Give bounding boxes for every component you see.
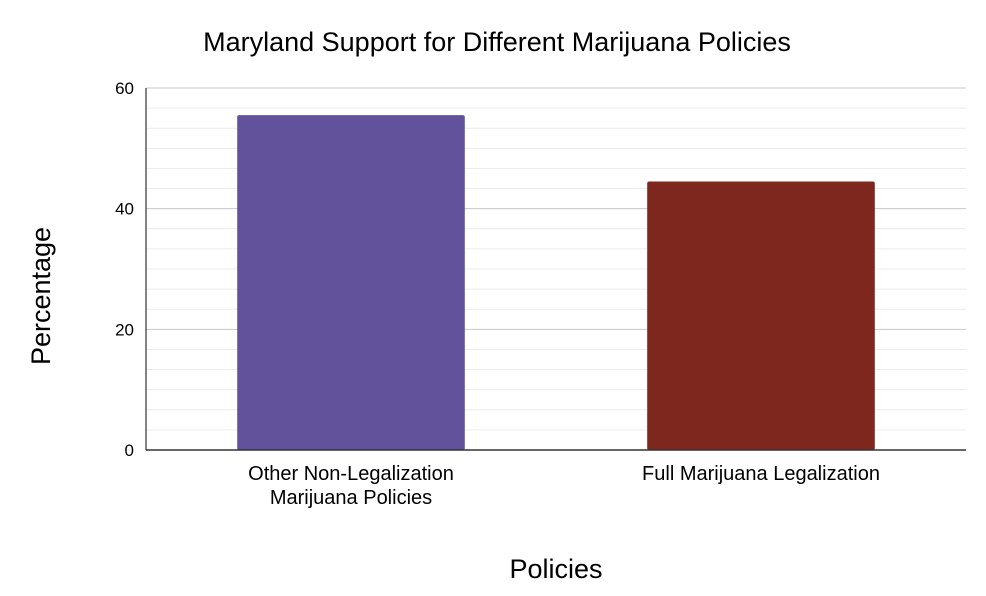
y-tick-labels: 0 20 40 60	[115, 79, 134, 460]
x-tick-label: Other Non-Legalization Marijuana Policies	[248, 463, 454, 509]
y-tick-label: 20	[115, 320, 134, 339]
y-axis-title: Percentage	[26, 227, 56, 365]
y-tick-label: 60	[115, 79, 134, 98]
x-tick-label-line: Full Marijuana Legalization	[642, 463, 880, 485]
x-tick-label-line: Marijuana Policies	[270, 487, 432, 509]
y-tick-label: 40	[115, 200, 134, 219]
x-axis-title: Policies	[509, 554, 602, 584]
x-tick-label: Full Marijuana Legalization	[642, 463, 880, 485]
bar-1	[647, 181, 875, 450]
bars	[237, 115, 875, 450]
x-category-labels: Other Non-Legalization Marijuana Policies…	[248, 463, 880, 509]
axes	[145, 88, 966, 451]
chart-title: Maryland Support for Different Marijuana…	[203, 27, 791, 57]
bar-0	[237, 115, 465, 450]
x-tick-label-line: Other Non-Legalization	[248, 463, 454, 485]
y-tick-label: 0	[125, 441, 134, 460]
